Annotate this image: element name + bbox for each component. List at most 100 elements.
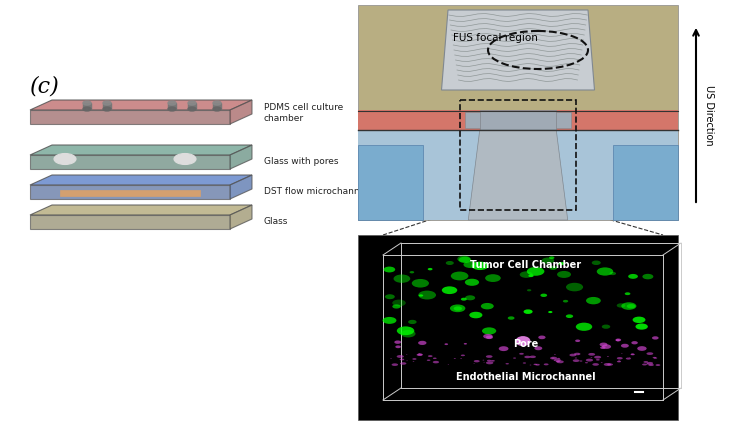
Ellipse shape (408, 320, 417, 324)
Ellipse shape (618, 361, 621, 362)
Ellipse shape (463, 343, 467, 345)
Ellipse shape (570, 354, 576, 356)
Ellipse shape (103, 101, 111, 105)
Ellipse shape (574, 353, 581, 355)
Text: Glass: Glass (264, 217, 289, 226)
Ellipse shape (579, 360, 582, 362)
Ellipse shape (621, 302, 636, 310)
Ellipse shape (513, 358, 516, 359)
Ellipse shape (433, 358, 437, 359)
Ellipse shape (410, 271, 414, 273)
Ellipse shape (461, 298, 467, 301)
Bar (188, 103, 196, 109)
Bar (358, 130, 678, 220)
Ellipse shape (524, 356, 531, 358)
Ellipse shape (586, 359, 593, 362)
Polygon shape (441, 10, 595, 90)
Ellipse shape (527, 289, 531, 291)
Ellipse shape (412, 279, 429, 288)
Ellipse shape (392, 363, 398, 366)
Ellipse shape (585, 362, 588, 363)
Ellipse shape (487, 360, 492, 362)
Ellipse shape (563, 300, 568, 303)
Bar (460, 100, 576, 210)
Ellipse shape (458, 255, 470, 262)
Bar (168, 103, 176, 109)
Ellipse shape (652, 357, 656, 358)
Ellipse shape (631, 354, 634, 355)
Ellipse shape (528, 275, 534, 277)
Ellipse shape (552, 358, 554, 359)
Ellipse shape (485, 274, 501, 282)
Ellipse shape (534, 346, 542, 350)
Ellipse shape (103, 107, 111, 111)
Ellipse shape (516, 336, 531, 346)
Polygon shape (30, 155, 230, 169)
Ellipse shape (83, 101, 91, 105)
Ellipse shape (427, 359, 430, 361)
Point (354, 127, 362, 132)
Ellipse shape (393, 275, 410, 283)
Ellipse shape (646, 362, 653, 365)
Ellipse shape (213, 107, 221, 111)
Ellipse shape (523, 310, 533, 314)
Ellipse shape (642, 274, 653, 279)
Ellipse shape (384, 267, 396, 272)
Ellipse shape (601, 362, 603, 363)
Ellipse shape (624, 292, 630, 295)
Ellipse shape (554, 354, 556, 355)
Text: Pore: Pore (514, 339, 539, 349)
Ellipse shape (481, 303, 494, 310)
Ellipse shape (418, 353, 420, 354)
Ellipse shape (646, 363, 649, 365)
Polygon shape (230, 100, 252, 124)
Ellipse shape (600, 346, 606, 349)
Ellipse shape (519, 353, 524, 355)
Text: Glass with pores: Glass with pores (264, 158, 339, 167)
Ellipse shape (393, 304, 401, 309)
Ellipse shape (628, 274, 638, 279)
Bar (358, 145, 423, 220)
Ellipse shape (397, 355, 404, 358)
Ellipse shape (461, 358, 462, 359)
Ellipse shape (461, 355, 465, 356)
Ellipse shape (397, 326, 414, 335)
Ellipse shape (534, 364, 537, 365)
Point (354, 108, 362, 113)
Ellipse shape (615, 339, 621, 341)
Ellipse shape (602, 344, 611, 349)
Ellipse shape (554, 359, 561, 362)
Polygon shape (30, 215, 230, 229)
Ellipse shape (549, 266, 557, 270)
Bar (358, 5, 678, 220)
Polygon shape (30, 100, 252, 110)
Ellipse shape (506, 363, 509, 365)
Ellipse shape (648, 364, 654, 366)
Ellipse shape (413, 358, 416, 360)
Ellipse shape (627, 304, 635, 308)
Text: Endothelial Microchannel: Endothelial Microchannel (456, 372, 596, 382)
Ellipse shape (630, 354, 635, 355)
Ellipse shape (655, 364, 661, 366)
Bar (480, 110, 556, 130)
Ellipse shape (454, 358, 456, 359)
Ellipse shape (401, 330, 415, 337)
Ellipse shape (592, 261, 601, 265)
Ellipse shape (486, 362, 494, 364)
Ellipse shape (473, 363, 475, 364)
Bar (613, 145, 678, 220)
Ellipse shape (615, 339, 620, 341)
Ellipse shape (418, 353, 423, 355)
Bar (556, 112, 571, 128)
Ellipse shape (544, 363, 548, 365)
Ellipse shape (454, 307, 462, 310)
Ellipse shape (558, 262, 565, 265)
Ellipse shape (575, 358, 577, 359)
Ellipse shape (465, 295, 475, 301)
Ellipse shape (446, 261, 454, 265)
Ellipse shape (393, 300, 406, 306)
Ellipse shape (396, 346, 401, 348)
Polygon shape (30, 110, 230, 124)
Ellipse shape (499, 346, 508, 351)
Bar (83, 103, 91, 109)
